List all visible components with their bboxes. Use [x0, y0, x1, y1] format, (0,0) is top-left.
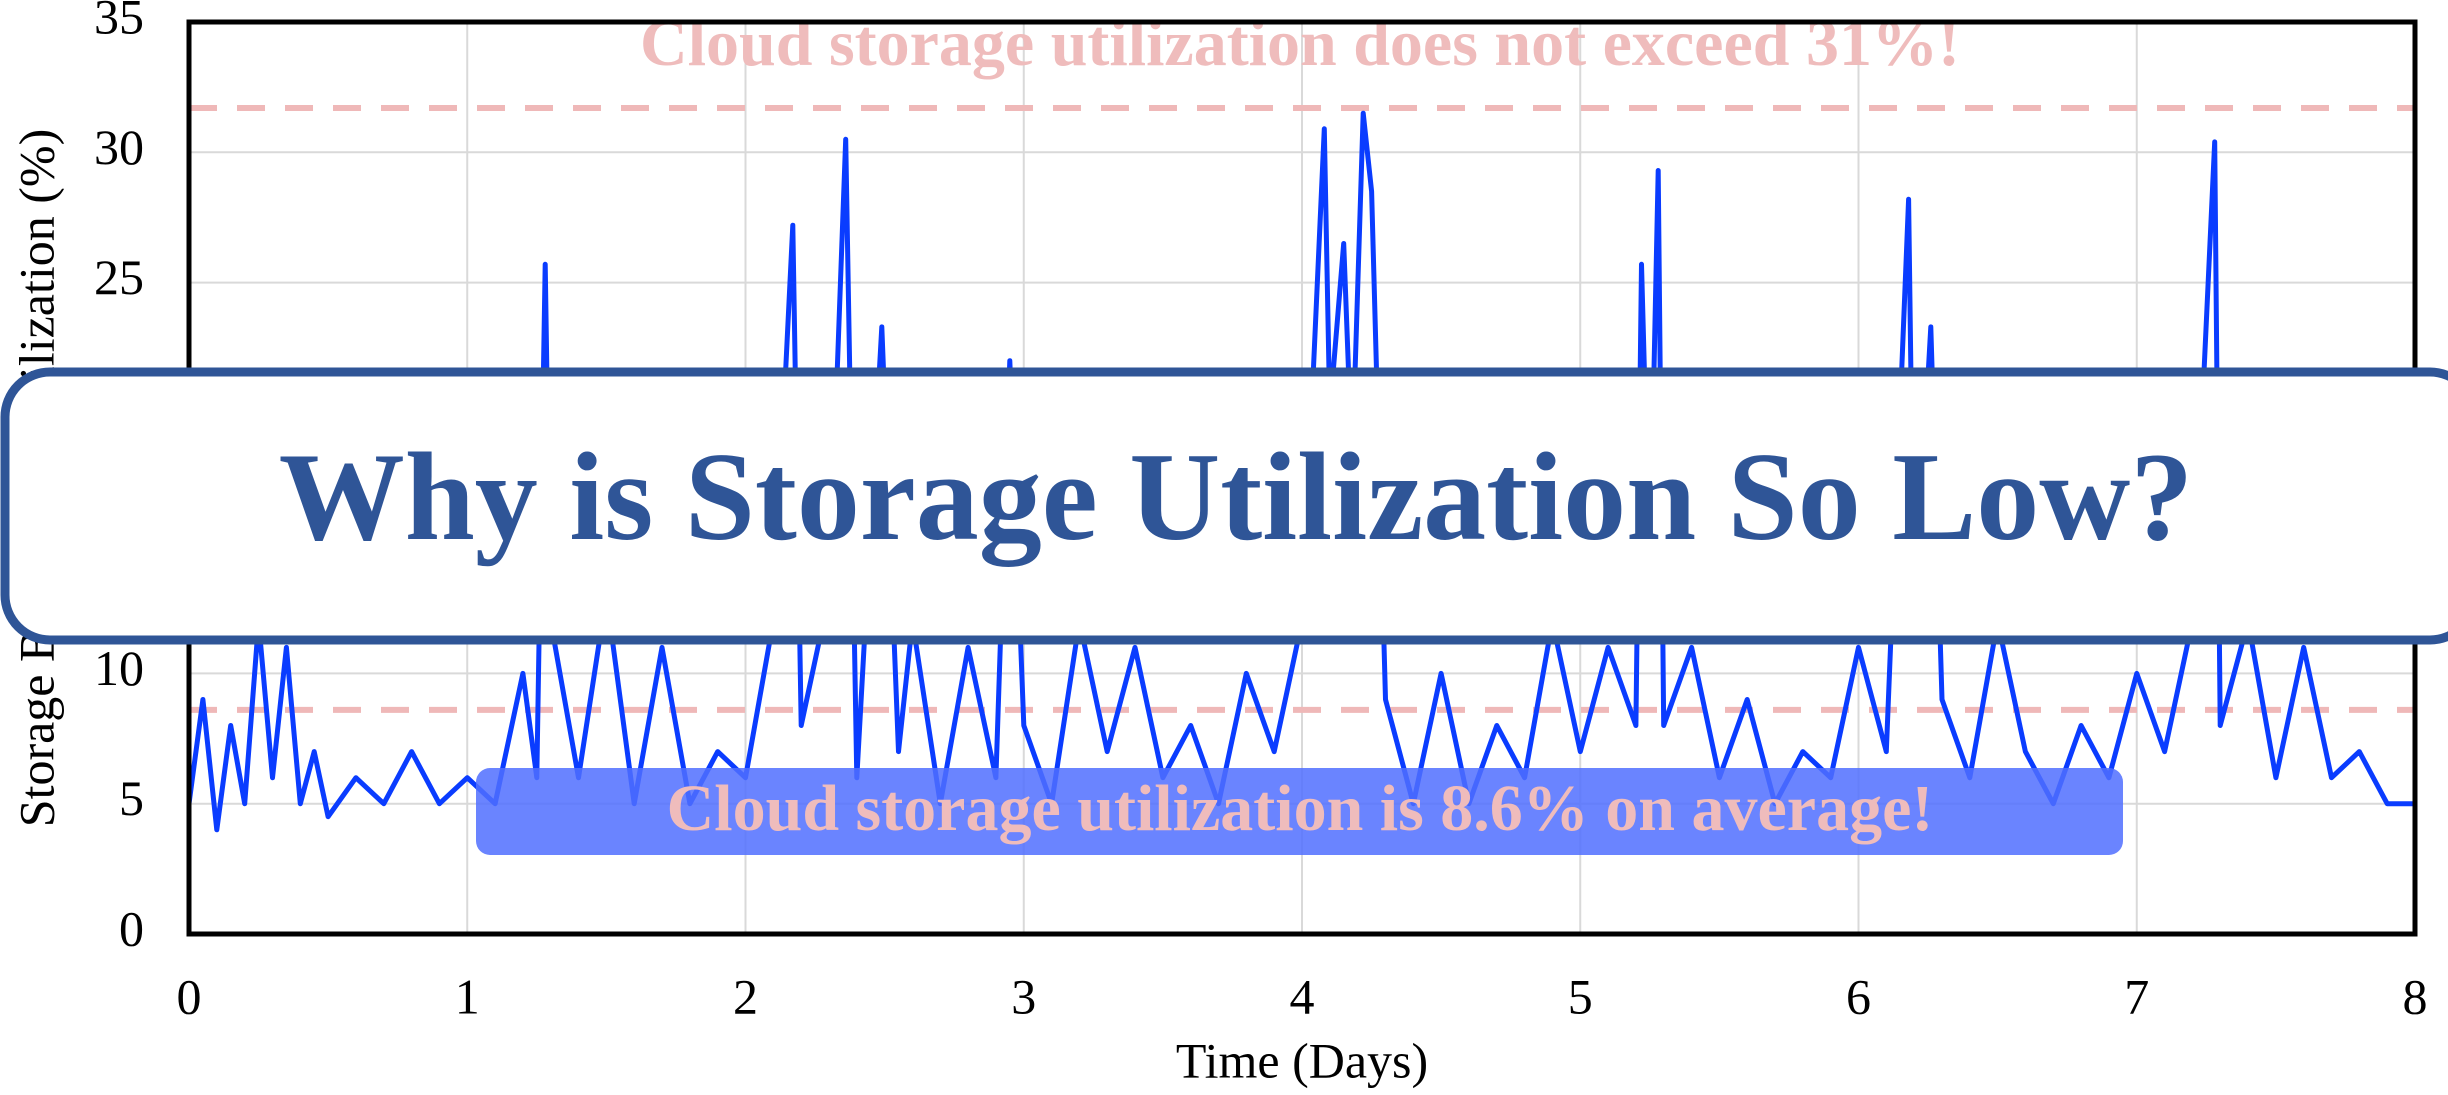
x-tick-label: 8	[2403, 968, 2428, 1024]
x-tick-label: 0	[177, 968, 202, 1024]
data-line	[186, 110, 2415, 833]
x-tick-label: 3	[1011, 968, 1036, 1024]
y-tick-label: 5	[119, 770, 144, 826]
x-tick-label: 2	[733, 968, 758, 1024]
x-axis-label: Time (Days)	[1176, 1032, 1428, 1088]
annotation-box	[476, 768, 2123, 855]
y-tick-label: 0	[119, 900, 144, 956]
y-tick-label: 30	[94, 119, 144, 175]
reference-lines	[189, 104, 2415, 713]
x-tick-label: 6	[1846, 968, 1871, 1024]
annotation-top: Cloud storage utilization does not excee…	[640, 7, 1960, 80]
y-tick-label: 10	[94, 640, 144, 696]
x-tick-label: 7	[2124, 968, 2149, 1024]
annotation-bottom: Cloud storage utilization is 8.6% on ave…	[667, 772, 1934, 845]
y-tick-label: 35	[94, 0, 144, 44]
x-tick-label: 5	[1568, 968, 1593, 1024]
overlay-box	[0, 367, 2448, 645]
y-tick-label: 25	[94, 249, 144, 305]
x-tick-label: 4	[1290, 968, 1315, 1024]
data	[186, 110, 2415, 833]
overlay-title: Why is Storage Utilization So Low?	[279, 428, 2194, 567]
x-tick-label: 1	[455, 968, 480, 1024]
